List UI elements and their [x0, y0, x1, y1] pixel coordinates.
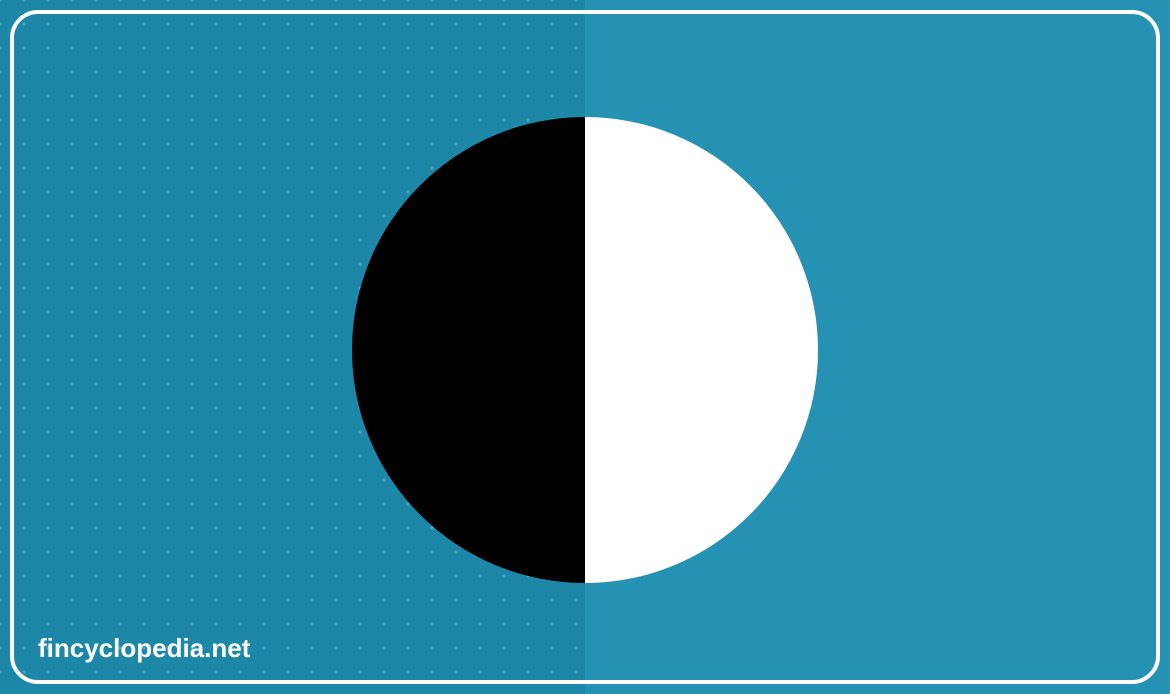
circle-right-half [585, 117, 818, 583]
watermark-text: fincyclopedia.net [38, 633, 250, 664]
circle-left-half [352, 117, 585, 583]
center-circle [352, 117, 818, 583]
infographic-canvas: fincyclopedia.net [0, 0, 1170, 694]
